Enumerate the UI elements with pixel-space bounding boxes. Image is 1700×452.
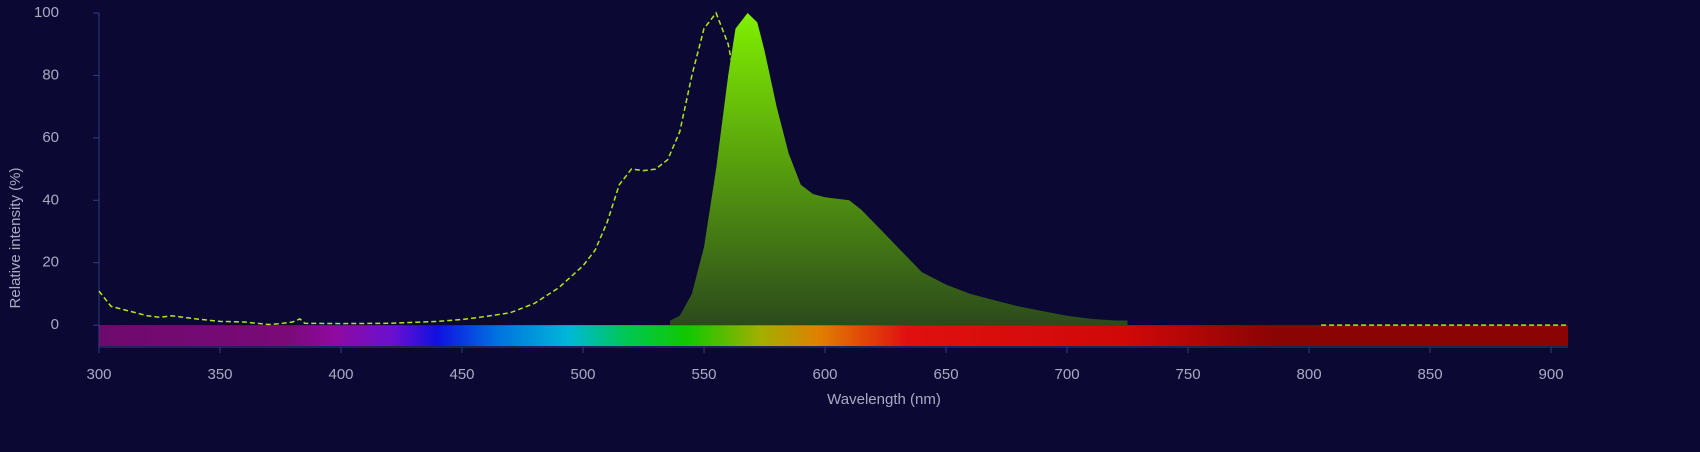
x-tick-label: 650 [934,366,959,383]
x-tick-label: 750 [1176,366,1201,383]
x-tick-label: 450 [449,366,474,383]
y-tick-label: 80 [42,66,59,83]
x-tick-label: 600 [813,366,838,383]
y-tick-label: 0 [51,316,59,333]
spectrum-bar [99,325,1568,346]
y-axis-title: Relative intensity (%) [7,168,24,309]
x-tick-label: 550 [692,366,717,383]
x-tick-label: 300 [86,366,111,383]
x-tick-label: 850 [1418,366,1443,383]
y-tick-label: 60 [42,129,59,146]
y-tick-label: 20 [42,254,59,271]
x-tick-label: 800 [1297,366,1322,383]
y-tick-label: 100 [34,4,59,21]
x-tick-label: 350 [207,366,232,383]
x-tick-label: 500 [571,366,596,383]
x-tick-label: 700 [1055,366,1080,383]
x-tick-label: 900 [1539,366,1564,383]
emission-area [670,13,1128,326]
x-tick-label: 400 [328,366,353,383]
x-axis-title: Wavelength (nm) [827,391,941,408]
y-tick-label: 40 [42,191,59,208]
